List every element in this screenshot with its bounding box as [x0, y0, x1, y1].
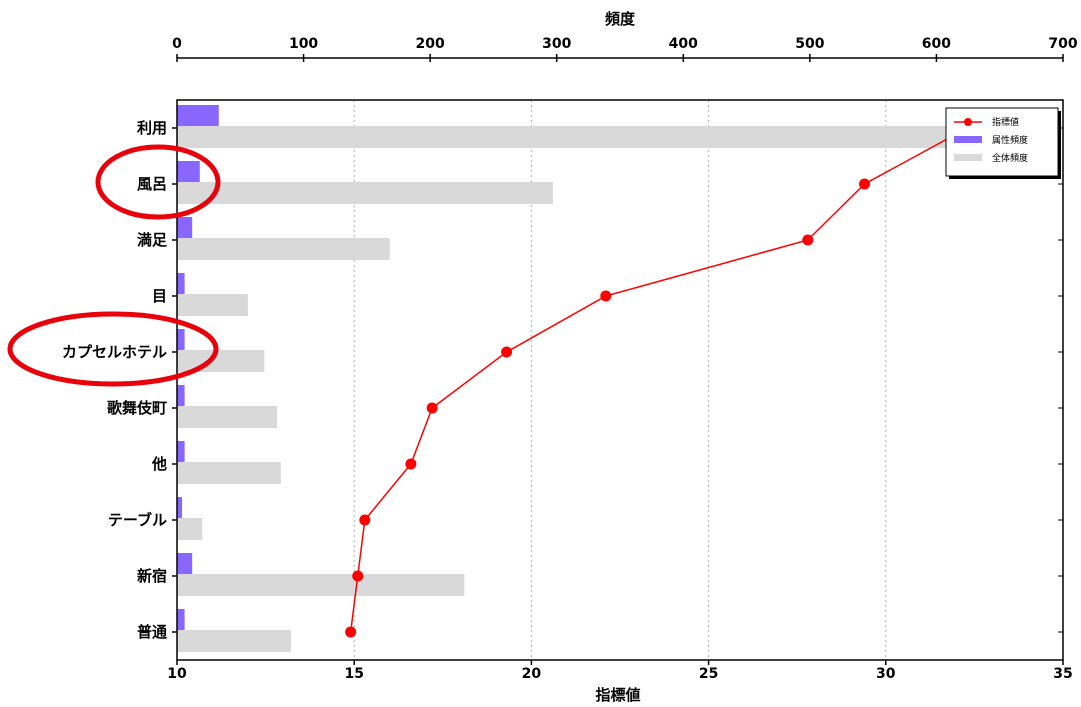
index-value-point [352, 570, 364, 582]
index-value-point [859, 178, 871, 190]
index-value-point [501, 346, 513, 358]
legend-bar-swatch [954, 136, 982, 143]
legend-point-swatch [964, 118, 972, 126]
index-value-point [600, 290, 612, 302]
overall-frequency-bar [177, 126, 962, 148]
overall-frequency-bar [177, 350, 265, 372]
bottom-tick-label: 35 [1053, 666, 1072, 682]
overall-frequency-bar [177, 294, 248, 316]
category-label: 他 [151, 455, 167, 473]
attribute-frequency-bar [177, 385, 185, 406]
overall-frequency-bar [177, 406, 277, 428]
attribute-frequency-bar [177, 105, 219, 126]
index-value-point [405, 458, 417, 470]
index-value-line [349, 127, 968, 633]
top-tick-label: 100 [289, 36, 318, 52]
top-tick-label: 200 [416, 36, 445, 52]
top-axis-title: 頻度 [605, 10, 636, 28]
top-tick-label: 300 [542, 36, 571, 52]
attribute-frequency-bar [177, 273, 185, 294]
category-label: 利用 [137, 119, 167, 137]
attribute-frequency-bar [177, 497, 183, 518]
bottom-tick-label: 30 [876, 666, 896, 682]
legend-label: 全体頻度 [992, 152, 1028, 164]
overall-frequency-bar [177, 182, 553, 204]
overall-frequency-bar [177, 462, 281, 484]
top-tick-label: 600 [922, 36, 951, 52]
category-label: 普通 [137, 623, 167, 641]
index-value-point [426, 402, 438, 414]
index-value-point [345, 626, 357, 638]
overall-frequency-bar [177, 238, 390, 260]
category-label: 満足 [137, 231, 168, 249]
top-tick-label: 700 [1048, 36, 1077, 52]
category-label: 目 [152, 287, 167, 305]
highlight-circle-capsule-hotel [7, 311, 219, 387]
category-label: 歌舞伎町 [107, 399, 167, 417]
plot-frame [176, 99, 1064, 661]
legend-label: 属性頻度 [992, 134, 1028, 146]
bottom-tick-label: 20 [522, 666, 542, 682]
bottom-tick-label: 10 [167, 666, 187, 682]
attribute-frequency-bar [177, 553, 193, 574]
legend-bar-swatch [954, 154, 982, 161]
attribute-frequency-bar [177, 217, 193, 238]
index-value-point [802, 234, 814, 246]
bottom-tick-label: 25 [699, 666, 718, 682]
top-tick-label: 0 [172, 36, 182, 52]
top-tick-label: 500 [795, 36, 824, 52]
attribute-frequency-bar [177, 329, 185, 350]
index-value-point [359, 514, 371, 526]
overall-frequency-bar [177, 574, 465, 596]
overall-frequency-bar [177, 518, 203, 540]
overall-frequency-bar [177, 630, 291, 652]
bottom-tick-label: 15 [344, 666, 363, 682]
category-label: 新宿 [137, 567, 167, 585]
category-label: テーブル [108, 511, 167, 529]
bottom-axis-title: 指標値 [595, 686, 640, 704]
top-tick-label: 400 [669, 36, 698, 52]
attribute-frequency-bar [177, 161, 200, 182]
legend-label: 指標値 [992, 116, 1019, 128]
attribute-frequency-bar [177, 441, 185, 462]
category-label: カプセルホテル [62, 343, 167, 361]
highlight-circle-bath [95, 144, 221, 220]
attribute-frequency-bar [177, 609, 185, 630]
category-label: 風呂 [137, 175, 167, 193]
